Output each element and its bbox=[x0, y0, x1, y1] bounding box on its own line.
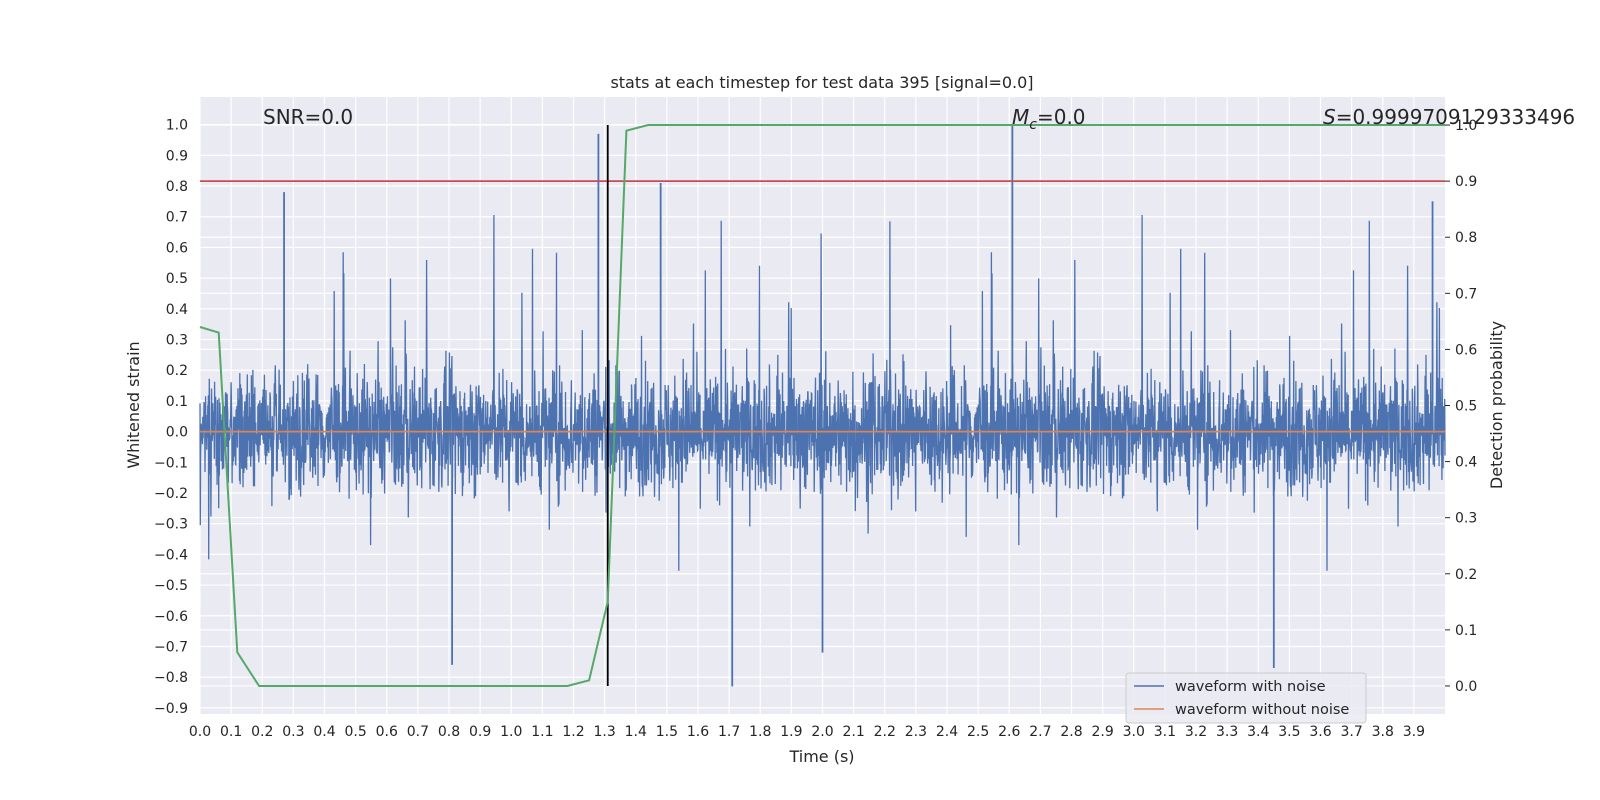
x-tick-label: 3.0 bbox=[1123, 724, 1145, 740]
chirp-mass-subscript: c bbox=[1029, 117, 1037, 133]
y-tick-label: 0.2 bbox=[166, 363, 188, 379]
x-tick-label: 3.7 bbox=[1340, 724, 1362, 740]
x-tick-label: 1.7 bbox=[718, 724, 740, 740]
y-tick-label: −0.6 bbox=[154, 609, 188, 625]
y-tick-label: 0.9 bbox=[166, 148, 188, 164]
chirp-mass-value: =0.0 bbox=[1037, 105, 1086, 129]
y-tick-label: 0.8 bbox=[166, 179, 188, 195]
y2-tick-label: 0.5 bbox=[1455, 399, 1477, 415]
x-tick-label: 2.6 bbox=[998, 724, 1020, 740]
x-axis-ticks: 0.0 0.1 0.2 0.3 0.4 0.5 0.6 0.7 0.8 0.9 1.0 1.1 1.2 1… bbox=[189, 724, 1425, 740]
x-tick-label: 0.0 bbox=[189, 724, 211, 740]
x-tick-label: 0.9 bbox=[469, 724, 491, 740]
y-tick-label: 0.4 bbox=[166, 302, 188, 318]
x-tick-label: 2.1 bbox=[842, 724, 864, 740]
x-axis-label: Time (s) bbox=[788, 747, 854, 766]
x-tick-label: 3.1 bbox=[1154, 724, 1176, 740]
x-tick-label: 1.6 bbox=[687, 724, 709, 740]
chirp-mass-annotation: Mc=0.0 bbox=[1012, 105, 1086, 133]
x-tick-label: 0.8 bbox=[438, 724, 460, 740]
x-tick-label: 3.2 bbox=[1185, 724, 1207, 740]
score-symbol: S bbox=[1323, 105, 1336, 129]
x-tick-label: 3.9 bbox=[1403, 724, 1425, 740]
y-tick-label: −0.4 bbox=[154, 547, 188, 563]
x-tick-label: 3.5 bbox=[1278, 724, 1300, 740]
legend: waveform with noise waveform without noi… bbox=[1125, 672, 1367, 724]
x-tick-label: 0.4 bbox=[313, 724, 335, 740]
x-tick-label: 0.7 bbox=[407, 724, 429, 740]
x-tick-label: 0.3 bbox=[282, 724, 304, 740]
x-tick-label: 3.4 bbox=[1247, 724, 1269, 740]
probability-series bbox=[199, 124, 1445, 687]
x-tick-label: 2.5 bbox=[967, 724, 989, 740]
y2-tick-label: 0.9 bbox=[1455, 174, 1477, 190]
y-tick-label: −0.5 bbox=[154, 578, 188, 594]
y-tick-label: 0.3 bbox=[166, 333, 188, 349]
legend-noise-label: waveform with noise bbox=[1175, 679, 1326, 695]
y2-tick-label: 0.0 bbox=[1455, 679, 1477, 695]
x-tick-label: 0.5 bbox=[344, 724, 366, 740]
x-tick-label: 0.2 bbox=[251, 724, 273, 740]
y-tick-label: −0.2 bbox=[154, 486, 188, 502]
x-tick-label: 2.3 bbox=[905, 724, 927, 740]
probability-line bbox=[199, 124, 1445, 687]
x-tick-label: 1.0 bbox=[500, 724, 522, 740]
x-tick-label: 1.4 bbox=[625, 724, 647, 740]
y-axis-ticks: 1.0 0.9 0.8 0.7 0.6 0.5 0.4 0.3 0.2 0.1 0.0 −0.1 −0.… bbox=[154, 118, 188, 717]
x-tick-label: 0.1 bbox=[220, 724, 242, 740]
y2-axis-ticks: 1.0 0.9 0.8 0.7 0.6 0.5 0.4 0.3 0.2 0.1 0.0 bbox=[1445, 118, 1477, 695]
y2-axis-label: Detection probability bbox=[1487, 321, 1506, 489]
y-tick-label: 0.5 bbox=[166, 271, 188, 287]
x-tick-label: 2.2 bbox=[874, 724, 896, 740]
x-tick-label: 0.6 bbox=[376, 724, 398, 740]
y2-tick-label: 0.7 bbox=[1455, 286, 1477, 302]
score-value: =0.9999709129333496 bbox=[1336, 105, 1575, 129]
y-axis-label: Whitened strain bbox=[124, 341, 143, 468]
y-tick-label: −0.7 bbox=[154, 639, 188, 655]
x-tick-label: 1.1 bbox=[531, 724, 553, 740]
x-tick-label: 2.4 bbox=[936, 724, 958, 740]
y2-tick-label: 0.8 bbox=[1455, 230, 1477, 246]
y-tick-label: 0.0 bbox=[166, 425, 188, 441]
y-tick-label: −0.8 bbox=[154, 670, 188, 686]
snr-annotation: SNR=0.0 bbox=[263, 105, 353, 129]
x-tick-label: 2.8 bbox=[1060, 724, 1082, 740]
y2-tick-label: 0.4 bbox=[1455, 455, 1477, 471]
x-tick-label: 3.6 bbox=[1309, 724, 1331, 740]
x-tick-label: 1.8 bbox=[749, 724, 771, 740]
y-tick-label: 0.7 bbox=[166, 210, 188, 226]
y2-tick-label: 0.6 bbox=[1455, 342, 1477, 358]
y-tick-label: −0.1 bbox=[154, 455, 188, 471]
legend-box bbox=[1125, 672, 1367, 724]
x-tick-label: 2.0 bbox=[811, 724, 833, 740]
y-tick-label: 0.1 bbox=[166, 394, 188, 410]
score-annotation: S=0.9999709129333496 bbox=[1323, 105, 1575, 129]
chart-title: stats at each timestep for test data 395… bbox=[610, 73, 1033, 92]
chirp-mass-symbol: M bbox=[1012, 105, 1029, 129]
y2-tick-label: 0.2 bbox=[1455, 567, 1477, 583]
x-tick-label: 2.9 bbox=[1091, 724, 1113, 740]
y-tick-label: −0.3 bbox=[154, 517, 188, 533]
y2-tick-label: 0.1 bbox=[1455, 623, 1477, 639]
y-tick-label: 1.0 bbox=[166, 118, 188, 134]
x-tick-label: 2.7 bbox=[1029, 724, 1051, 740]
y2-tick-label: 0.3 bbox=[1455, 511, 1477, 527]
x-tick-label: 1.3 bbox=[593, 724, 615, 740]
y2-tick-label: 1.0 bbox=[1455, 118, 1477, 134]
x-tick-label: 1.9 bbox=[780, 724, 802, 740]
x-tick-label: 1.2 bbox=[562, 724, 584, 740]
y-tick-label: −0.9 bbox=[154, 701, 188, 717]
x-tick-label: 3.8 bbox=[1372, 724, 1394, 740]
legend-clean-label: waveform without noise bbox=[1175, 702, 1349, 718]
x-tick-label: 1.5 bbox=[656, 724, 678, 740]
noise-waveform-series bbox=[199, 124, 1446, 687]
x-tick-label: 3.3 bbox=[1216, 724, 1238, 740]
y-tick-label: 0.6 bbox=[166, 240, 188, 256]
